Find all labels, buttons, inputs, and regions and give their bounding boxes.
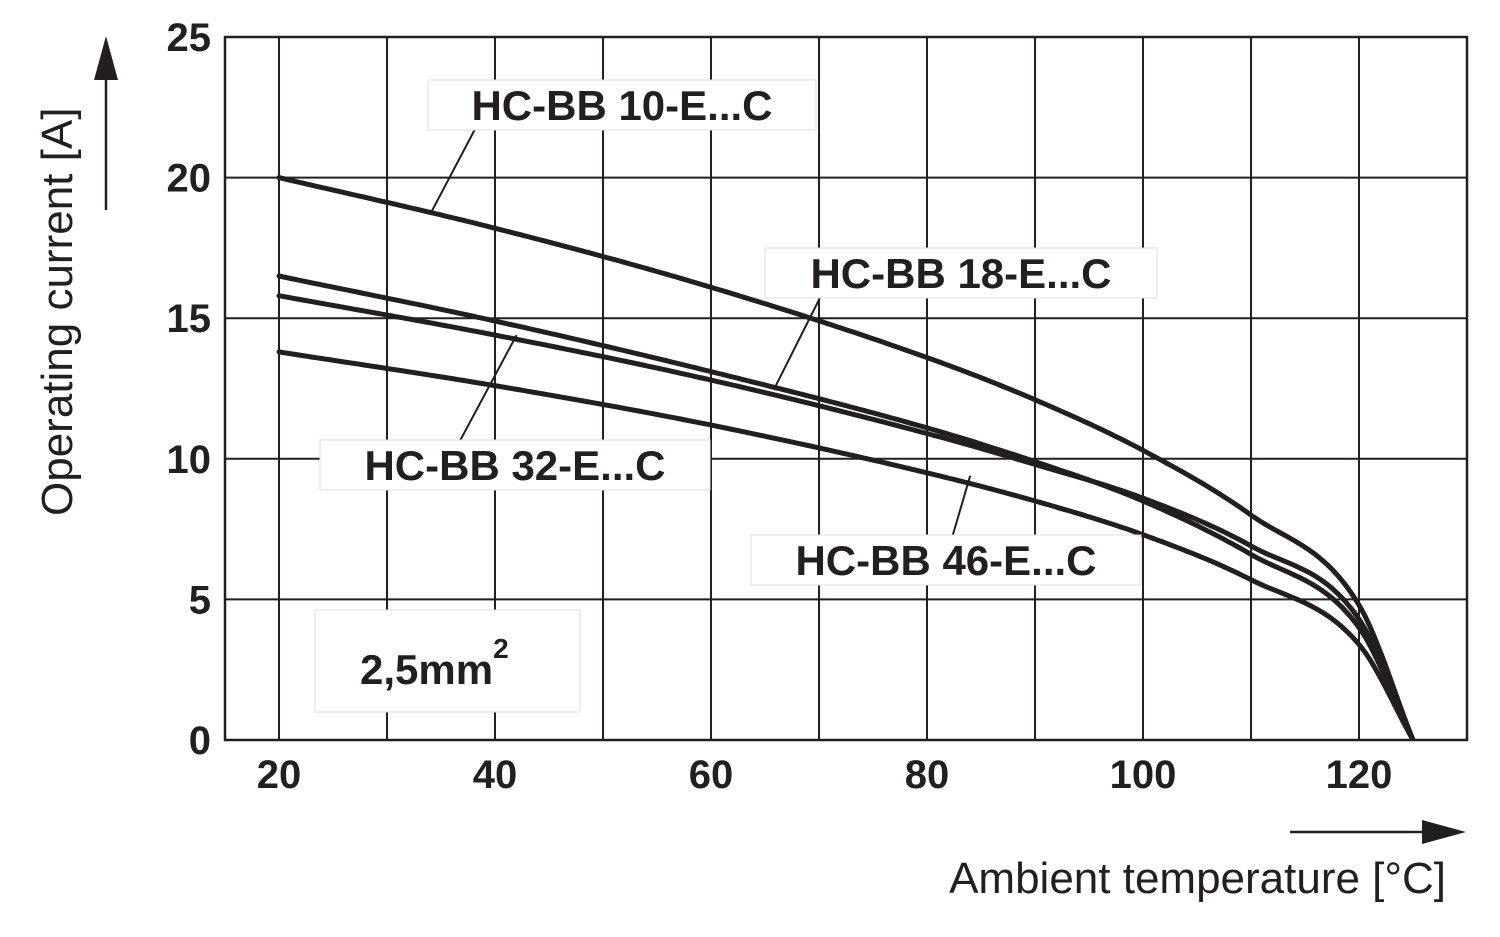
x-tick-label: 60 (689, 753, 734, 797)
x-tick-label: 120 (1326, 753, 1393, 797)
series-label-2: HC-BB 18-E...C (810, 250, 1111, 297)
y-tick-label: 5 (189, 578, 211, 622)
series-label-1: HC-BB 10-E...C (471, 82, 772, 129)
grid (225, 37, 1467, 740)
series-label-box (764, 247, 1158, 299)
x-tick-label: 80 (905, 753, 950, 797)
y-tick-label: 20 (167, 157, 212, 201)
series-label-box (427, 79, 817, 131)
series-label-3: HC-BB 32-E...C (364, 442, 665, 489)
series-label-box (750, 534, 1142, 586)
series-line-3 (276, 293, 1416, 740)
tick-labels: 20 40 60 80 100 120 0 5 10 15 20 25 (167, 16, 1393, 797)
x-tick-label: 40 (473, 753, 518, 797)
y-axis-title-group: Operating current [A] (33, 36, 118, 516)
y-tick-label: 0 (189, 719, 211, 763)
annotation-text: 2,5mm2 (360, 633, 509, 693)
x-axis-title-group: Ambient temperature [°C] (949, 820, 1466, 903)
leader-line (429, 129, 476, 215)
y-tick-label: 15 (167, 297, 212, 341)
x-tick-label: 100 (1110, 753, 1177, 797)
leader-line (459, 334, 518, 441)
y-axis-title: Operating current [A] (33, 108, 82, 516)
x-axis-title: Ambient temperature [°C] (949, 854, 1446, 903)
leader-line (774, 297, 821, 387)
series-line-4 (276, 349, 1416, 740)
series-line-2 (276, 273, 1416, 740)
y-tick-label: 25 (167, 16, 212, 60)
series-label-box (319, 439, 711, 491)
series-curves (276, 175, 1416, 740)
x-axis-arrow-icon (1422, 820, 1466, 844)
cross-section-annotation: 2,5mm2 (314, 609, 581, 713)
series-labels: HC-BB 10-E...C HC-BB 18-E...C HC-BB 32-E..… (319, 79, 1158, 586)
x-tick-label: 20 (257, 753, 302, 797)
series-label-4: HC-BB 46-E...C (795, 537, 1096, 584)
plot-frame (223, 35, 1469, 742)
series-line-1 (276, 175, 1416, 740)
y-axis-arrow-icon (94, 36, 118, 80)
y-tick-label: 10 (167, 438, 212, 482)
